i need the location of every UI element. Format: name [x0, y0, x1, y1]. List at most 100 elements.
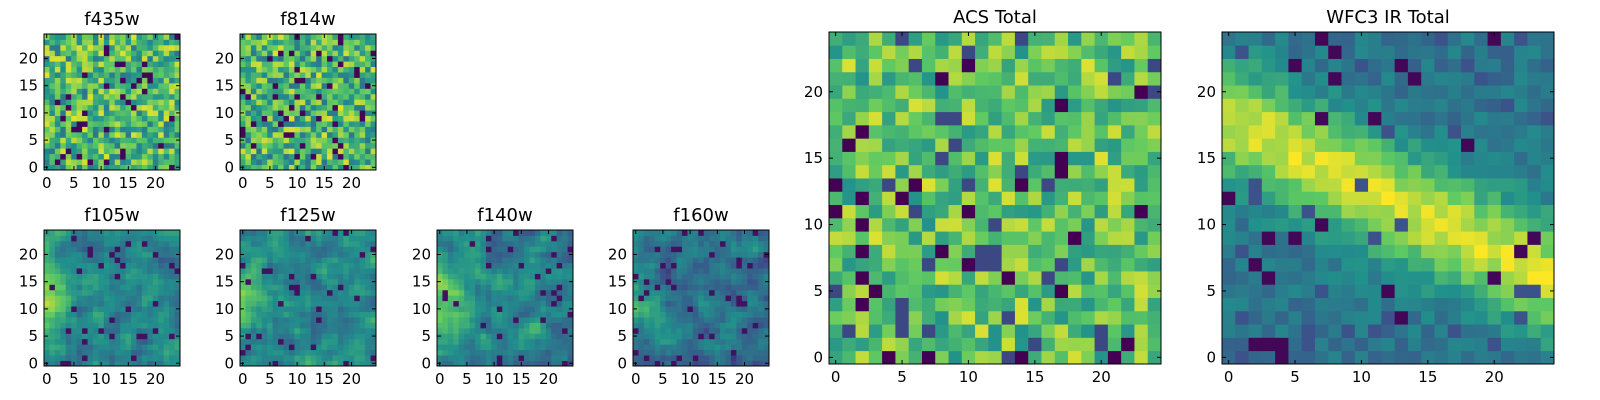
heatmap-cell: [82, 311, 88, 318]
heatmap-cell: [442, 349, 449, 356]
heatmap-cell: [458, 257, 465, 264]
heatmap-cell: [49, 344, 56, 351]
heatmap-cell: [261, 110, 268, 116]
heatmap-cell: [92, 61, 99, 68]
heatmap-cell: [507, 251, 514, 258]
heatmap-cell: [540, 322, 547, 329]
heatmap-cell: [469, 295, 476, 302]
heatmap-cell: [87, 317, 94, 323]
heatmap-cell: [54, 360, 61, 367]
heatmap-cell: [136, 131, 143, 138]
heatmap-cell: [103, 77, 110, 84]
heatmap-cell: [1222, 350, 1236, 365]
heatmap-cell: [736, 246, 743, 253]
heatmap-cell: [643, 306, 650, 312]
heatmap-cell: [921, 297, 936, 312]
heatmap-cell: [491, 262, 498, 269]
heatmap-cell: [120, 131, 126, 138]
heatmap-cell: [261, 159, 268, 165]
heatmap-cell: [365, 338, 371, 345]
heatmap-cells: [1222, 32, 1555, 365]
heatmap-cell: [988, 138, 1003, 152]
heatmap-cell: [464, 251, 471, 258]
heatmap-cell: [763, 317, 770, 323]
heatmap-cell: [316, 34, 322, 40]
heatmap-cell: [71, 268, 78, 274]
heatmap-cell: [71, 66, 78, 73]
heatmap-cell: [321, 284, 328, 291]
heatmap-cell: [842, 98, 856, 113]
heatmap-cell: [109, 257, 116, 264]
heatmap-cell: [141, 61, 148, 68]
heatmap-cell: [120, 251, 126, 258]
heatmap-cell: [103, 39, 110, 46]
x-tick-label: 10: [485, 370, 504, 388]
heatmap-cell: [92, 99, 99, 106]
heatmap-cell: [240, 126, 246, 133]
heatmap-cell: [567, 355, 574, 361]
heatmap-cell: [567, 344, 574, 351]
heatmap-cell: [337, 82, 344, 89]
heatmap-cell: [654, 251, 661, 258]
heatmap-cell: [1421, 244, 1435, 259]
heatmap-cell: [633, 300, 639, 307]
heatmap-cell: [141, 246, 148, 253]
heatmap-cell: [76, 230, 83, 236]
heatmap-cell: [283, 110, 290, 116]
heatmap-cell: [82, 77, 88, 84]
heatmap-cell: [261, 344, 268, 351]
heatmap-cell: [752, 295, 759, 302]
heatmap-cell: [447, 257, 454, 264]
heatmap-cell: [692, 311, 699, 318]
heatmap-cell: [370, 93, 377, 100]
heatmap-cell: [988, 244, 1003, 259]
heatmap-cell: [141, 99, 148, 106]
heatmap-cell: [948, 85, 963, 99]
heatmap-cell: [316, 273, 322, 280]
heatmap-cell: [141, 93, 148, 100]
heatmap-cell: [305, 311, 312, 318]
heatmap-cell: [551, 230, 558, 236]
heatmap-cell: [158, 246, 165, 253]
heatmap-cell: [87, 251, 94, 258]
heatmap-cell: [1500, 217, 1515, 232]
heatmap-cell: [343, 39, 350, 46]
heatmap-cell: [365, 50, 371, 57]
heatmap-cell: [327, 148, 333, 155]
heatmap-cell: [158, 82, 165, 89]
heatmap-cell: [158, 153, 165, 160]
heatmap-cell: [131, 317, 137, 323]
heatmap-cell: [103, 110, 110, 116]
heatmap-cell: [1235, 324, 1249, 338]
heatmap-cell: [692, 338, 699, 345]
heatmap-cell: [491, 251, 498, 258]
heatmap-cell: [103, 262, 110, 269]
heatmap-cell: [567, 257, 574, 264]
heatmap-cell: [114, 148, 121, 155]
heatmap-cell: [681, 289, 688, 296]
heatmap-cell: [327, 131, 333, 138]
heatmap-cell: [1421, 178, 1435, 192]
heatmap-cell: [491, 257, 498, 264]
heatmap-cell: [141, 34, 148, 40]
heatmap-cell: [1134, 45, 1149, 59]
heatmap-cell: [1328, 217, 1342, 232]
heatmap-cell: [158, 300, 165, 307]
heatmap-cell: [692, 262, 699, 269]
heatmap-cell: [687, 333, 694, 340]
heatmap-cell: [60, 61, 67, 68]
heatmap-cell: [267, 137, 274, 144]
heatmap-cell: [343, 289, 350, 296]
heatmap-cell: [545, 246, 552, 253]
heatmap-cell: [76, 349, 83, 356]
heatmap-cell: [752, 268, 759, 274]
heatmap-cell: [895, 231, 910, 245]
heatmap-cell: [169, 295, 175, 302]
heatmap-cell: [169, 262, 175, 269]
heatmap-cell: [147, 104, 154, 111]
heatmap-cell: [1107, 310, 1122, 325]
heatmap-cell: [725, 306, 732, 312]
heatmap-cell: [502, 268, 509, 274]
heatmap-cell: [948, 124, 963, 139]
heatmap-cell: [169, 300, 175, 307]
